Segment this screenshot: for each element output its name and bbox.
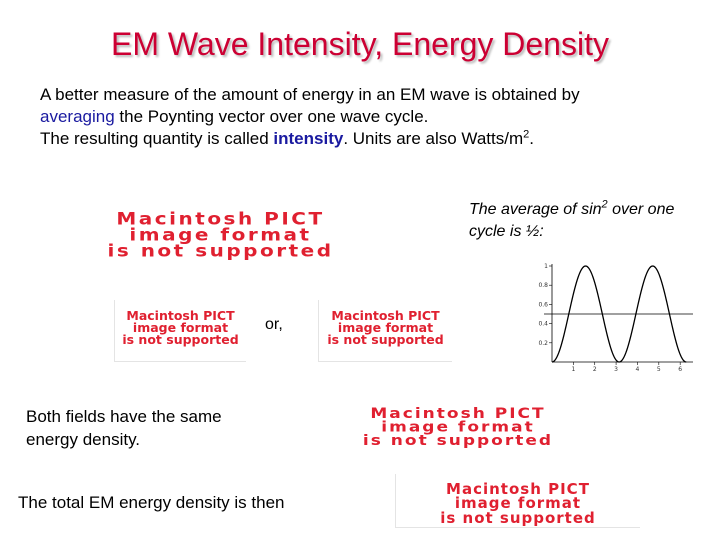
intro-paragraph: A better measure of the amount of energy… [40,84,700,150]
x-tick-label: 5 [657,366,661,373]
pict-line: is not supported [327,331,444,347]
average-note-pre: The average of sin [469,201,602,218]
pict-line: Macintosh PICT [446,480,590,498]
x-tick-label: 6 [678,366,682,373]
intro-line-3: The resulting quantity is called intensi… [40,128,700,150]
y-tick-label: 0.8 [538,282,548,289]
pict-placeholder-formula-left: Macintosh PICT image format is not suppo… [114,300,246,362]
pict-line: is not supported [362,432,554,450]
total-energy-note: The total EM energy density is then [18,493,285,512]
average-note-post: over one cycle is ½: [469,201,675,240]
or-label: or, [265,316,283,333]
intro-line-3-post: . Units are also Watts/m [343,129,524,148]
intro-line-2-rest: the Poynting vector over one wave cycle. [114,107,429,126]
pict-line: Macintosh PICT [126,308,235,323]
pict-line: is not supported [440,508,596,527]
y-tick-label: 1 [544,263,548,270]
averaging-word: averaging [40,107,115,126]
x-tick-label: 2 [593,366,597,373]
pict-line: image format [132,319,229,335]
x-tick-label: 3 [614,366,618,373]
pict-line: image format [381,418,535,436]
x-tick-label: 4 [636,366,640,373]
units-exponent: 2 [523,128,530,141]
fields-energy-note: Both fields have the same energy density… [26,407,222,449]
pict-line: Macintosh PICT [370,405,546,422]
pict-line: image format [337,319,434,335]
x-tick-label: 1 [571,366,575,373]
intro-line-3-end: . [529,129,534,148]
pict-line: image format [129,224,312,245]
graph-tick-labels: 1 0.8 0.6 0.4 0.2 1 2 3 4 5 6 [538,263,682,373]
pict-line: Macintosh PICT [331,308,440,323]
intensity-word: intensity [273,129,344,148]
pict-placeholder-formula-right: Macintosh PICT image format is not suppo… [318,300,452,362]
graph-axes [549,264,693,365]
sin-squared-curve [551,265,687,363]
y-tick-label: 0.4 [538,321,548,328]
average-note: The average of sin2 over one cycle is ½: [469,199,709,243]
pict-placeholder-intensity-formula: Macintosh PICT image format is not suppo… [33,208,408,259]
pict-line: image format [454,494,582,513]
intro-line-1: A better measure of the amount of energy… [40,85,580,104]
intro-line-3-pre: The resulting quantity is called [40,129,274,148]
intro-line-2: averaging the Poynting vector over one w… [40,106,700,128]
y-tick-label: 0.2 [538,340,548,347]
pict-placeholder-total-energy: Macintosh PICT image format is not suppo… [395,474,640,528]
pict-line: is not supported [122,331,239,347]
average-note-exponent: 2 [601,198,608,211]
sin-squared-graph: 1 0.8 0.6 0.4 0.2 1 2 3 4 5 6 [538,263,693,373]
pict-line: is not supported [107,240,334,261]
pict-placeholder-energy-density: Macintosh PICT image format is not suppo… [276,405,640,448]
page-title: EM Wave Intensity, Energy Density [111,26,609,62]
pict-line: Macintosh PICT [116,208,325,229]
y-tick-label: 0.6 [538,301,548,308]
